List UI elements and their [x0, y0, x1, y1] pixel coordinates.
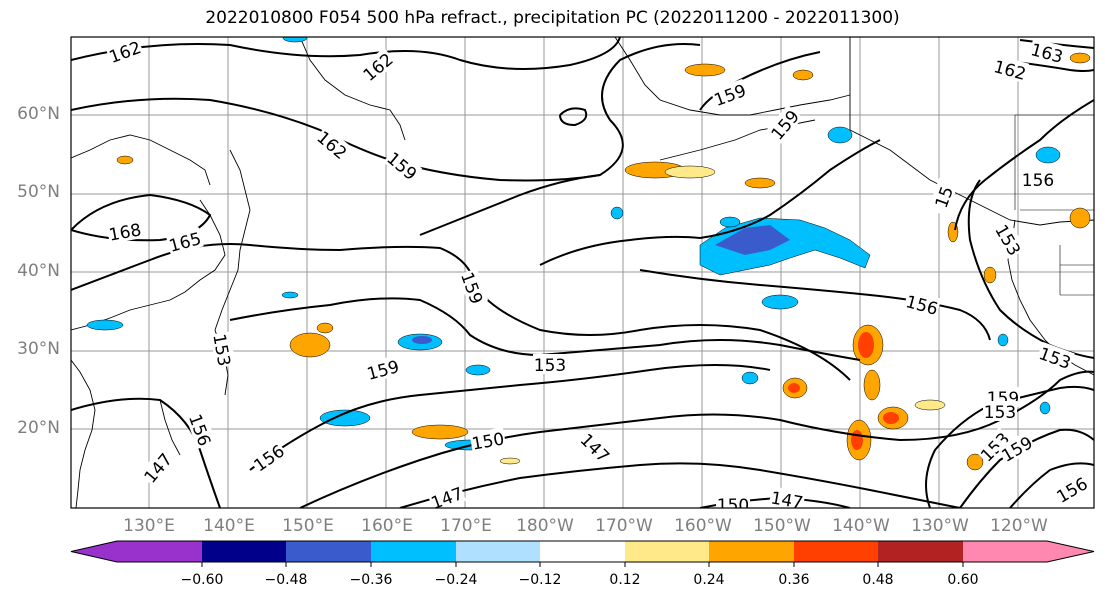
- contour-label-background: [105, 37, 145, 67]
- contour-label-background: [427, 481, 467, 508]
- lon-label-140e: 140°E: [203, 516, 255, 536]
- lon-label-180w: 180°W: [516, 516, 574, 536]
- contour-label-background: [710, 78, 750, 110]
- colorbar-outline: [70, 540, 1095, 563]
- contour-label: 156: [1022, 171, 1054, 191]
- contour-label: 153: [984, 403, 1016, 423]
- colorbar-segment: [202, 541, 286, 562]
- contour-label-background: [975, 427, 1014, 466]
- contour-label-background: [991, 219, 1027, 260]
- contour-label-background: [383, 146, 423, 184]
- lat-label-60: 60°N: [17, 104, 60, 124]
- colorbar-segment: [286, 541, 371, 562]
- colorbar: [70, 540, 1095, 567]
- colorbar-segment: [625, 541, 709, 562]
- contour-label-background: [1051, 471, 1092, 507]
- colorbar-segment: [963, 541, 1094, 562]
- contour-label-background: [533, 354, 567, 374]
- lon-label-120w: 120°W: [990, 516, 1048, 536]
- contour-label-background: [457, 268, 489, 308]
- contour-label-background: [106, 218, 144, 244]
- contour-label-background: [357, 47, 397, 85]
- colorbar-segment: [709, 541, 794, 562]
- lat-label-20: 20°N: [17, 418, 60, 438]
- lat-label-40: 40°N: [17, 261, 60, 281]
- lat-label-30: 30°N: [17, 339, 60, 359]
- contour-label-background: [765, 104, 803, 144]
- colorbar-tick-4: −0.24: [434, 572, 478, 588]
- contour-label-background: [927, 177, 959, 217]
- colorbar-tick-7: 0.24: [693, 572, 725, 588]
- map-frame: [70, 36, 1095, 509]
- contour-label-background: [469, 427, 507, 453]
- map-title: 2022010800 F054 500 hPa refract., precip…: [205, 8, 900, 28]
- colorbar-tick-2: −0.48: [264, 572, 308, 588]
- contour-label-background: [983, 401, 1017, 421]
- contour-label-background: [576, 428, 615, 467]
- lon-label-130e: 130°E: [123, 516, 175, 536]
- colorbar-segment: [794, 541, 878, 562]
- colorbar-segment: [71, 541, 202, 562]
- contour-label-background: [165, 226, 204, 256]
- colorbar-segment: [371, 541, 456, 562]
- colorbar-tick-5: −0.12: [518, 572, 562, 588]
- colorbar-tick-10: 0.60: [947, 572, 979, 588]
- lon-label-160e: 160°E: [361, 516, 413, 536]
- contour-label-background: [248, 439, 289, 476]
- contour-label-background: [313, 125, 353, 163]
- lon-label-170e: 170°E: [440, 516, 492, 536]
- lon-label-150e: 150°E: [282, 516, 334, 536]
- lon-label-130w: 130°W: [911, 516, 969, 536]
- lon-label-170w: 170°W: [595, 516, 653, 536]
- lon-label-150w: 150°W: [753, 516, 811, 536]
- contour-label: 153: [534, 356, 566, 376]
- graticule: [71, 37, 1094, 508]
- contour-label-background: [768, 486, 806, 508]
- colorbar-segment: [540, 541, 625, 562]
- contour-label-background: [138, 447, 176, 487]
- contour-label-background: [716, 494, 750, 508]
- colorbar-segment: [456, 541, 540, 562]
- contour-label-background: [991, 54, 1030, 84]
- colorbar-segment: [878, 541, 963, 562]
- colorbar-tick-6: 0.12: [609, 572, 641, 588]
- colorbar-tick-1: −0.60: [180, 572, 224, 588]
- contour-label: 150: [717, 496, 749, 516]
- contour-label-background: [996, 430, 1037, 466]
- colorbar-tick-9: 0.48: [862, 572, 894, 588]
- lon-label-160w: 160°W: [674, 516, 732, 536]
- contour-label-background: [1035, 341, 1075, 373]
- contour-label-background: [1028, 37, 1067, 67]
- lon-label-140w: 140°W: [832, 516, 890, 536]
- contour-label: 147: [769, 488, 804, 513]
- colorbar-tick-8: 0.36: [778, 572, 810, 588]
- contour-label-background: [363, 354, 402, 384]
- contour-label-background: [903, 289, 942, 319]
- precipitation-shading: [86, 37, 1091, 471]
- colorbar-tick-3: −0.36: [349, 572, 393, 588]
- lat-label-50: 50°N: [17, 182, 60, 202]
- contour-label-background: [1021, 169, 1055, 189]
- contour-label-background: [210, 331, 236, 369]
- contour-label-background: [185, 410, 217, 450]
